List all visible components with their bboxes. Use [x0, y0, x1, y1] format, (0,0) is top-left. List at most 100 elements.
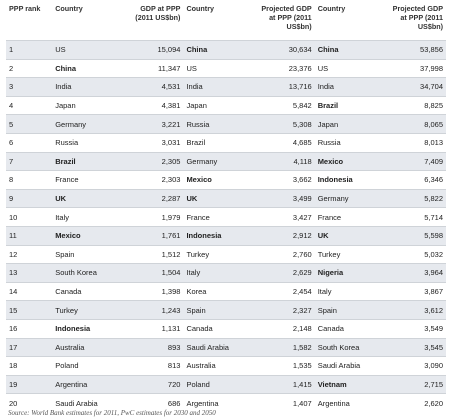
table-row: 20 Saudi Arabia 686 Argentina 1,407 Argentina… — [6, 393, 446, 412]
table-row: 18 Poland 813 Australia 1,535 Saudi Arabia 3,0… — [6, 356, 446, 376]
gdp-2011-cell: 11,347 — [125, 58, 184, 78]
gdp-2011-cell: 720 — [125, 374, 184, 394]
country-2050-cell: Germany — [314, 188, 388, 208]
gdp-2050-cell: 5,822 — [387, 188, 446, 208]
gdp-2030-cell: 1,415 — [256, 374, 315, 394]
country-2030-cell: Saudi Arabia — [183, 337, 257, 357]
table-row: 19 Argentina 720 Poland 1,415 Vietnam 2,715 — [6, 374, 446, 394]
country-2050-cell: Mexico — [314, 151, 388, 171]
country-2030-cell: Russia — [183, 114, 257, 134]
country-2030-cell: Indonesia — [183, 225, 257, 246]
rank-cell: 2 — [6, 58, 53, 78]
country-2030-cell: Turkey — [183, 244, 257, 264]
country-2011-cell: Turkey — [52, 300, 126, 320]
country-2030-cell: Spain — [183, 300, 257, 320]
table-body: 1 US 15,094 China 30,634 China 53,856 2 China 11,… — [6, 40, 446, 412]
country-2050-cell: South Korea — [314, 337, 388, 357]
table-header-row: PPP rank Country GDP at PPP (2011 US$bn)… — [6, 2, 446, 41]
rank-cell: 8 — [6, 170, 53, 190]
table-row: 3 India 4,531 India 13,716 India 34,704 — [6, 77, 446, 97]
country-2050-cell: Brazil — [314, 95, 388, 115]
country-2030-cell: Japan — [183, 95, 257, 115]
table-row: 2 China 11,347 US 23,376 US 37,998 — [6, 58, 446, 78]
table-row: 7 Brazil 2,305 Germany 4,118 Mexico 7,409 — [6, 151, 446, 171]
gdp-2011-cell: 1,398 — [125, 281, 184, 301]
country-2011-cell: South Korea — [52, 263, 126, 283]
country-2030-cell: Poland — [183, 374, 257, 394]
table-row: 6 Russia 3,031 Brazil 4,685 Russia 8,013 — [6, 132, 446, 153]
rank-cell: 15 — [6, 300, 53, 320]
country-2011-cell: France — [52, 170, 126, 190]
rank-cell: 7 — [6, 151, 53, 171]
header-ppp-rank: PPP rank — [9, 4, 41, 13]
gdp-2011-cell: 1,512 — [125, 244, 184, 264]
country-2011-cell: Saudi Arabia — [52, 393, 126, 412]
country-2011-cell: Poland — [52, 356, 126, 376]
gdp-2050-cell: 2,715 — [387, 374, 446, 394]
country-2011-cell: India — [52, 77, 126, 97]
gdp-2050-cell: 8,065 — [387, 114, 446, 134]
gdp-2011-cell: 1,504 — [125, 263, 184, 283]
gdp-2030-cell: 5,842 — [256, 95, 315, 115]
country-2011-cell: Indonesia — [52, 318, 126, 338]
country-2030-cell: France — [183, 207, 257, 227]
gdp-2030-cell: 30,634 — [256, 40, 315, 60]
rank-cell: 11 — [6, 225, 53, 246]
gdp-2011-cell: 2,303 — [125, 170, 184, 190]
gdp-2011-cell: 813 — [125, 356, 184, 376]
country-2030-cell: China — [183, 40, 257, 60]
gdp-2030-cell: 3,427 — [256, 207, 315, 227]
rank-cell: 3 — [6, 77, 53, 97]
table-row: 17 Australia 893 Saudi Arabia 1,582 South Kor… — [6, 337, 446, 357]
gdp-2050-cell: 3,545 — [387, 337, 446, 357]
country-2030-cell: Mexico — [183, 170, 257, 190]
header-country-2030: Country — [186, 4, 214, 13]
rank-cell: 18 — [6, 356, 53, 376]
gdp-2050-cell: 53,856 — [387, 40, 446, 60]
gdp-2050-cell: 3,090 — [387, 356, 446, 376]
gdp-2050-cell: 3,612 — [387, 300, 446, 320]
rank-cell: 4 — [6, 95, 53, 115]
country-2011-cell: Brazil — [52, 151, 126, 171]
gdp-2011-cell: 893 — [125, 337, 184, 357]
table-row: 9 UK 2,287 UK 3,499 Germany 5,822 — [6, 188, 446, 208]
country-2011-cell: Mexico — [52, 225, 126, 246]
gdp-2030-cell: 3,499 — [256, 188, 315, 208]
rank-cell: 9 — [6, 188, 53, 208]
gdp-2050-cell: 6,346 — [387, 170, 446, 190]
header-gdp-2050: Projected GDP at PPP (2011 US$bn) — [392, 4, 443, 31]
gdp-2050-cell: 3,867 — [387, 281, 446, 301]
gdp-2030-cell: 2,629 — [256, 263, 315, 283]
table-row: 4 Japan 4,381 Japan 5,842 Brazil 8,825 — [6, 95, 446, 115]
rank-cell: 6 — [6, 132, 53, 153]
country-2011-cell: Australia — [52, 337, 126, 357]
gdp-2030-cell: 2,148 — [256, 318, 315, 338]
rank-cell: 1 — [6, 40, 53, 60]
gdp-2050-cell: 5,714 — [387, 207, 446, 227]
country-2050-cell: Argentina — [314, 393, 388, 412]
country-2011-cell: Argentina — [52, 374, 126, 394]
country-2050-cell: Italy — [314, 281, 388, 301]
table-row: 15 Turkey 1,243 Spain 2,327 Spain 3,612 — [6, 300, 446, 320]
table-row: 10 Italy 1,979 France 3,427 France 5,714 — [6, 207, 446, 227]
country-2030-cell: Korea — [183, 281, 257, 301]
country-2050-cell: India — [314, 77, 388, 97]
gdp-2011-cell: 686 — [125, 393, 184, 412]
country-2050-cell: Russia — [314, 132, 388, 153]
country-2030-cell: Argentina — [183, 393, 257, 412]
gdp-2050-cell: 34,704 — [387, 77, 446, 97]
country-2030-cell: Canada — [183, 318, 257, 338]
table-row: 13 South Korea 1,504 Italy 2,629 Nigeria 3,964 — [6, 263, 446, 283]
gdp-2030-cell: 2,912 — [256, 225, 315, 246]
gdp-2030-cell: 4,685 — [256, 132, 315, 153]
gdp-2050-cell: 5,598 — [387, 225, 446, 246]
source-note: Source: World Bank estimates for 2011, P… — [8, 409, 216, 417]
rank-cell: 13 — [6, 263, 53, 283]
table-row: 12 Spain 1,512 Turkey 2,760 Turkey 5,032 — [6, 244, 446, 264]
table-row: 5 Germany 3,221 Russia 5,308 Japan 8,065 — [6, 114, 446, 134]
table-row: 14 Canada 1,398 Korea 2,454 Italy 3,867 — [6, 281, 446, 301]
gdp-2030-cell: 1,535 — [256, 356, 315, 376]
gdp-2011-cell: 1,131 — [125, 318, 184, 338]
rank-cell: 16 — [6, 318, 53, 338]
gdp-2011-cell: 3,031 — [125, 132, 184, 153]
